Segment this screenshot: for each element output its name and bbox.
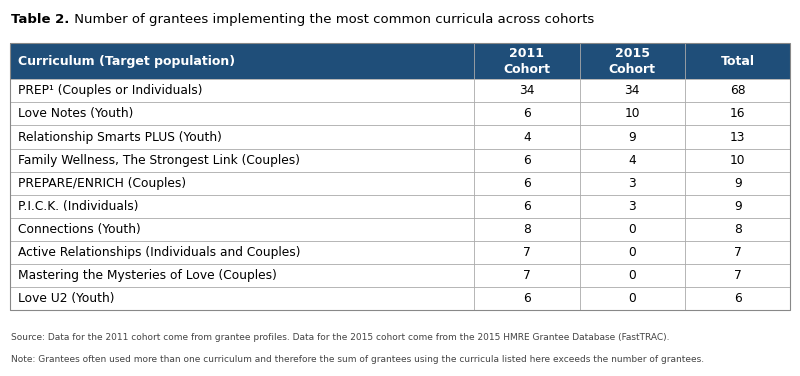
Text: 16: 16 — [730, 108, 746, 120]
Text: P.I.C.K. (Individuals): P.I.C.K. (Individuals) — [18, 200, 138, 213]
Text: 9: 9 — [629, 130, 636, 144]
Text: 2011
Cohort: 2011 Cohort — [503, 47, 550, 76]
Text: 3: 3 — [629, 200, 636, 213]
Text: 7: 7 — [523, 269, 530, 282]
Text: Relationship Smarts PLUS (Youth): Relationship Smarts PLUS (Youth) — [18, 130, 222, 144]
Text: Note: Grantees often used more than one curriculum and therefore the sum of gran: Note: Grantees often used more than one … — [11, 355, 704, 364]
Text: 0: 0 — [629, 269, 636, 282]
Text: PREPARE/ENRICH (Couples): PREPARE/ENRICH (Couples) — [18, 177, 186, 190]
Text: 6: 6 — [523, 177, 530, 190]
Text: 8: 8 — [734, 223, 742, 236]
Text: 6: 6 — [523, 292, 530, 305]
Text: 34: 34 — [519, 84, 534, 97]
Text: Family Wellness, The Strongest Link (Couples): Family Wellness, The Strongest Link (Cou… — [18, 154, 300, 167]
Text: Number of grantees implementing the most common curricula across cohorts: Number of grantees implementing the most… — [70, 13, 594, 26]
Text: PREP¹ (Couples or Individuals): PREP¹ (Couples or Individuals) — [18, 84, 202, 97]
Text: Love Notes (Youth): Love Notes (Youth) — [18, 108, 133, 120]
Text: 7: 7 — [734, 246, 742, 259]
Text: 9: 9 — [734, 177, 742, 190]
Text: Curriculum (Target population): Curriculum (Target population) — [18, 55, 234, 68]
Text: 7: 7 — [523, 246, 530, 259]
Text: 6: 6 — [523, 108, 530, 120]
Text: 2015
Cohort: 2015 Cohort — [609, 47, 656, 76]
Text: Connections (Youth): Connections (Youth) — [18, 223, 140, 236]
Text: Mastering the Mysteries of Love (Couples): Mastering the Mysteries of Love (Couples… — [18, 269, 277, 282]
Text: 34: 34 — [625, 84, 640, 97]
Text: 8: 8 — [523, 223, 531, 236]
Text: 10: 10 — [625, 108, 640, 120]
Text: 68: 68 — [730, 84, 746, 97]
Text: Active Relationships (Individuals and Couples): Active Relationships (Individuals and Co… — [18, 246, 300, 259]
Text: 6: 6 — [734, 292, 742, 305]
Text: 0: 0 — [629, 246, 636, 259]
Text: 7: 7 — [734, 269, 742, 282]
Text: 3: 3 — [629, 177, 636, 190]
Text: 10: 10 — [730, 154, 746, 167]
Text: 0: 0 — [629, 292, 636, 305]
Text: Source: Data for the 2011 cohort come from grantee profiles. Data for the 2015 c: Source: Data for the 2011 cohort come fr… — [11, 333, 670, 342]
Text: Love U2 (Youth): Love U2 (Youth) — [18, 292, 114, 305]
Text: 6: 6 — [523, 154, 530, 167]
Text: 13: 13 — [730, 130, 746, 144]
Text: 4: 4 — [629, 154, 636, 167]
Text: Total: Total — [721, 55, 754, 68]
Text: Table 2.: Table 2. — [11, 13, 70, 26]
Text: 0: 0 — [629, 223, 636, 236]
Text: 9: 9 — [734, 200, 742, 213]
Text: 4: 4 — [523, 130, 530, 144]
Text: 6: 6 — [523, 200, 530, 213]
